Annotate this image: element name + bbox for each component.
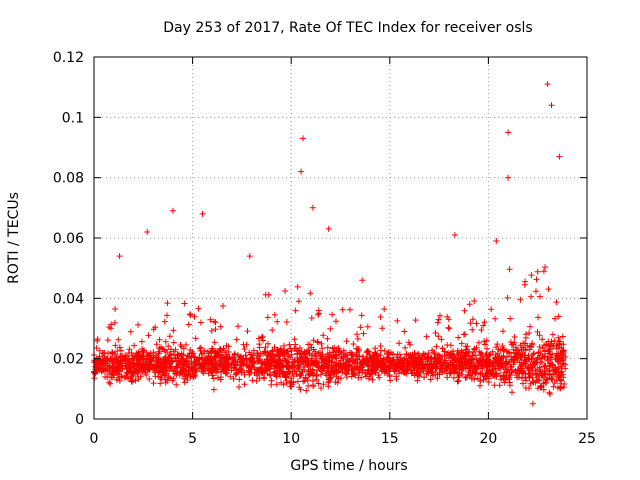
grid-lines [94, 57, 587, 419]
x-tick-label: 0 [90, 431, 99, 447]
y-tick-label: 0.1 [62, 110, 84, 126]
y-tick-label: 0.02 [53, 352, 84, 368]
x-tick-label: 10 [282, 431, 300, 447]
data-points [91, 81, 569, 407]
y-tick-label: 0.08 [53, 171, 84, 187]
chart-title: Day 253 of 2017, Rate Of TEC Index for r… [163, 20, 532, 36]
x-tick-label: 25 [578, 431, 596, 447]
y-tick-label: 0 [75, 412, 84, 428]
x-tick-label: 5 [188, 431, 197, 447]
y-tick-label: 0.12 [53, 50, 84, 66]
scatter-markers [91, 81, 569, 407]
y-axis-label: ROTI / TECUs [6, 192, 22, 284]
x-axis-label: GPS time / hours [290, 458, 407, 474]
x-tick-label: 15 [381, 431, 399, 447]
axis-ticks: 0 0.02 0.04 0.06 0.08 0.1 0.12 0 5 10 15 20 25 [53, 50, 596, 447]
y-tick-label: 0.06 [53, 231, 84, 247]
x-tick-label: 20 [479, 431, 497, 447]
y-tick-label: 0.04 [53, 291, 84, 307]
